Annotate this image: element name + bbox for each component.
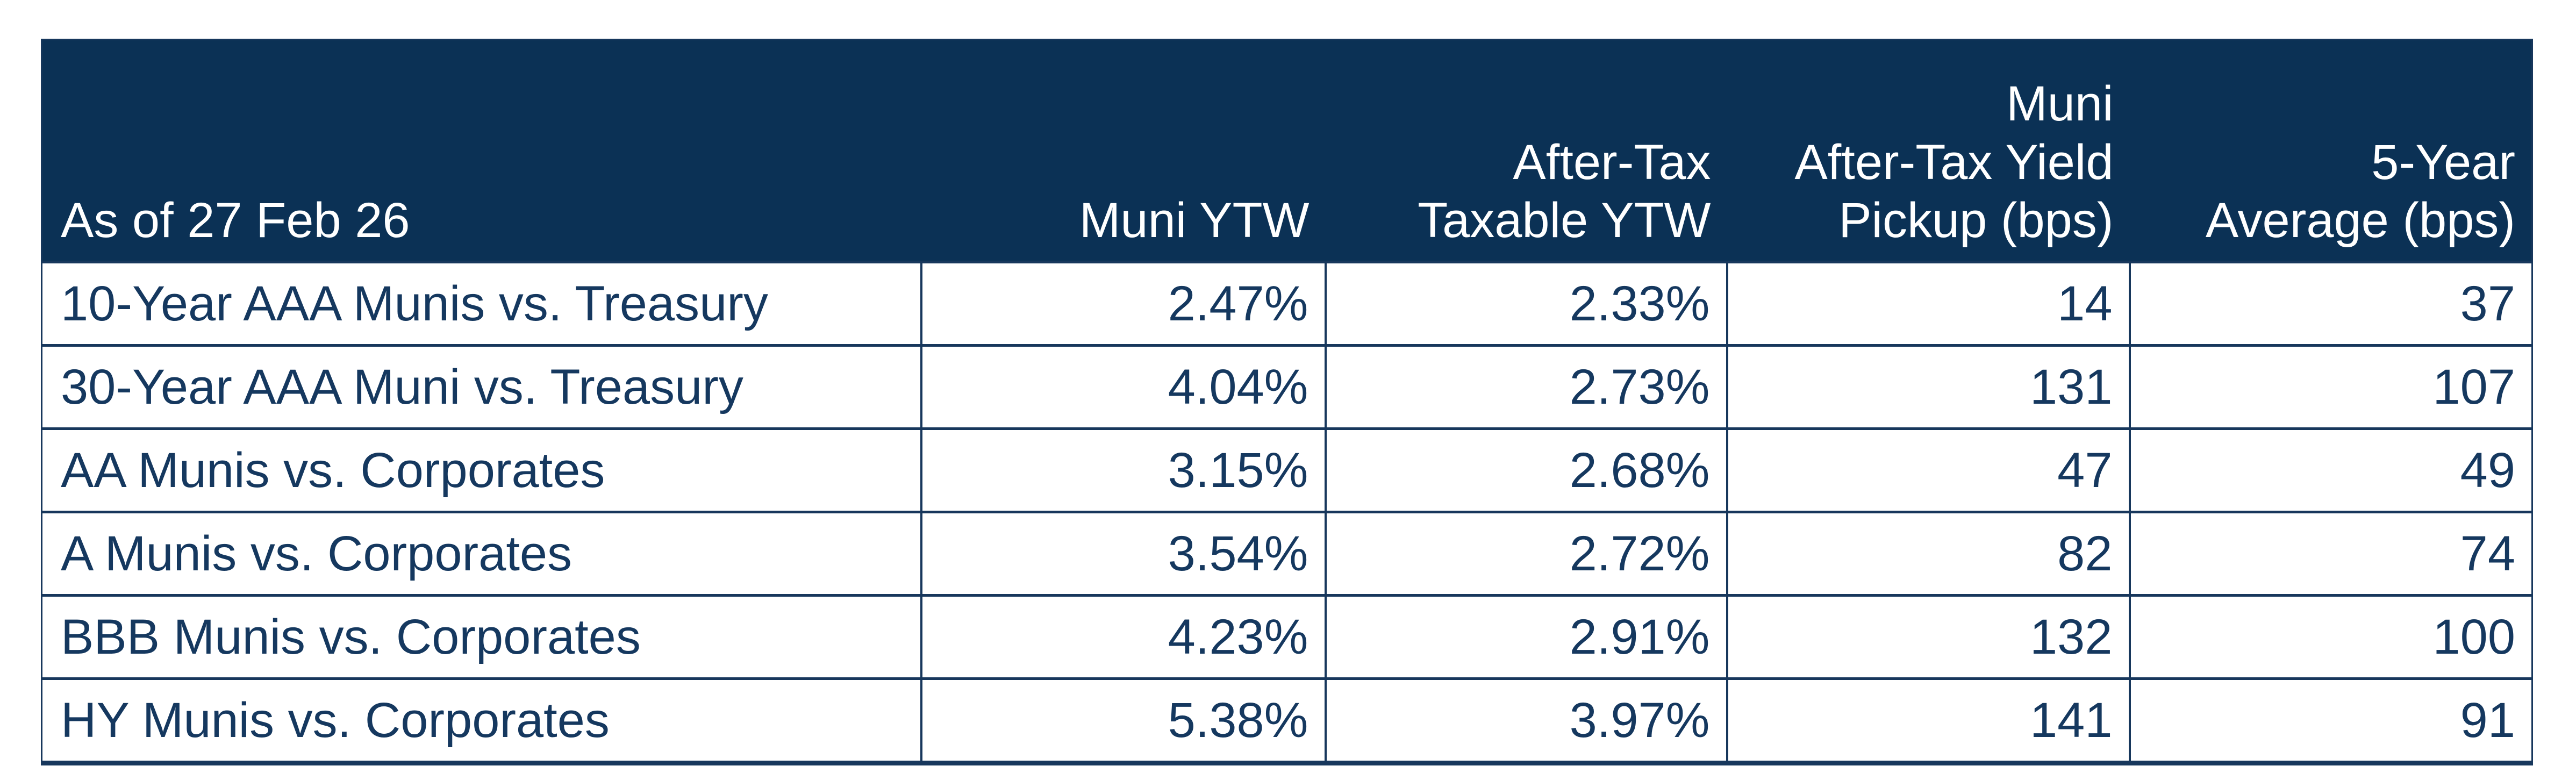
row-label: A Munis vs. Corporates (41, 511, 921, 596)
cell-muni-ytw: 3.54% (920, 511, 1326, 596)
header-muni-after-tax-yield-pickup: Muni After-Tax Yield Pickup (bps) (1727, 39, 2130, 262)
header-muni-ytw: Muni YTW (921, 39, 1326, 262)
cell-after-tax-taxable-ytw: 2.68% (1324, 427, 1727, 512)
cell-after-tax-taxable-ytw: 2.73% (1324, 344, 1727, 429)
cell-muni-ytw: 2.47% (920, 261, 1326, 346)
cell-five-year-avg-bps: 37 (2128, 261, 2532, 346)
row-label: 10-Year AAA Munis vs. Treasury (41, 261, 921, 346)
row-label: AA Munis vs. Corporates (41, 427, 921, 512)
cell-after-tax-taxable-ytw: 2.91% (1324, 594, 1727, 679)
cell-muni-ytw: 5.38% (920, 677, 1326, 763)
table-row: A Munis vs. Corporates 3.54% 2.72% 82 74 (41, 511, 2532, 596)
cell-after-tax-taxable-ytw: 2.72% (1324, 511, 1727, 596)
cell-muni-ytw: 4.04% (920, 344, 1326, 429)
row-label: HY Munis vs. Corporates (41, 677, 921, 763)
row-label: 30-Year AAA Muni vs. Treasury (41, 344, 921, 429)
table-row: AA Munis vs. Corporates 3.15% 2.68% 47 4… (41, 427, 2532, 512)
cell-five-year-avg-bps: 100 (2128, 594, 2532, 679)
table-row: 10-Year AAA Munis vs. Treasury 2.47% 2.3… (41, 261, 2532, 346)
cell-after-tax-taxable-ytw: 3.97% (1324, 677, 1727, 763)
table-row: HY Munis vs. Corporates 5.38% 3.97% 141 … (41, 677, 2532, 763)
cell-after-tax-taxable-ytw: 2.33% (1324, 261, 1727, 346)
cell-five-year-avg-bps: 74 (2128, 511, 2532, 596)
cell-pickup-bps: 141 (1726, 677, 2130, 763)
header-after-tax-taxable-ytw: After-Tax Taxable YTW (1325, 39, 1727, 262)
cell-muni-ytw: 3.15% (920, 427, 1326, 512)
cell-five-year-avg-bps: 107 (2128, 344, 2532, 429)
table-row: BBB Munis vs. Corporates 4.23% 2.91% 132… (41, 594, 2532, 679)
cell-five-year-avg-bps: 49 (2128, 427, 2532, 512)
cell-pickup-bps: 14 (1726, 261, 2130, 346)
cell-pickup-bps: 131 (1726, 344, 2130, 429)
header-as-of-date: As of 27 Feb 26 (41, 39, 921, 262)
cell-five-year-avg-bps: 91 (2128, 677, 2532, 763)
cell-pickup-bps: 132 (1726, 594, 2130, 679)
cell-pickup-bps: 47 (1726, 427, 2130, 512)
table-header-row: As of 27 Feb 26 Muni YTW After-Tax Taxab… (41, 39, 2532, 262)
cell-muni-ytw: 4.23% (920, 594, 1326, 679)
row-label: BBB Munis vs. Corporates (41, 594, 921, 679)
header-five-year-average: 5-Year Average (bps) (2129, 39, 2532, 262)
muni-yield-comparison-table: As of 27 Feb 26 Muni YTW After-Tax Taxab… (41, 39, 2533, 765)
cell-pickup-bps: 82 (1726, 511, 2130, 596)
table-row: 30-Year AAA Muni vs. Treasury 4.04% 2.73… (41, 344, 2532, 429)
muni-yield-table-container: As of 27 Feb 26 Muni YTW After-Tax Taxab… (41, 39, 2533, 765)
